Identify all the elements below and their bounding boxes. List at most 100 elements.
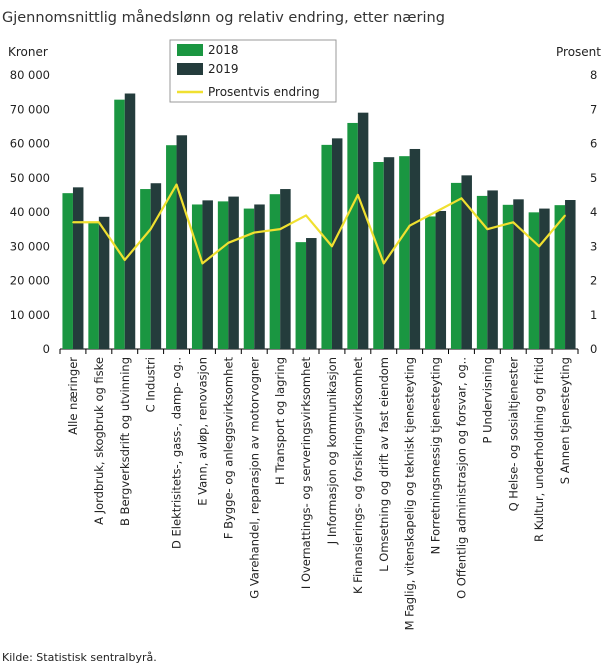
bar-2019: [72, 187, 84, 349]
bar-2019: [409, 148, 421, 349]
left-y-tick-label: 80 000: [10, 68, 50, 82]
bar-2019: [124, 93, 136, 349]
bar-2019: [357, 112, 369, 349]
bar-2018: [347, 122, 358, 349]
percent-change-point: [460, 197, 463, 200]
bar-2019: [487, 190, 498, 349]
bar-2018: [269, 194, 281, 349]
chart-title: Gjennomsnittlig månedslønn og relativ en…: [2, 9, 445, 26]
bar-2019: [202, 200, 213, 349]
bar-2019: [228, 196, 239, 349]
category-label: N Forretningsmessig tjenesteyting: [429, 357, 443, 554]
percent-change-point: [123, 259, 126, 261]
percent-change-point: [98, 221, 100, 224]
left-y-tick-label: 30 000: [10, 239, 50, 253]
right-y-tick-label: 7: [590, 102, 597, 116]
left-y-tick-label: 40 000: [10, 205, 50, 219]
percent-change-point: [279, 228, 281, 230]
percent-change-point: [564, 214, 566, 217]
category-label: D Elektrisitets-, gass-, damp- og..: [170, 357, 184, 549]
left-axis-unit-label: Kroner: [8, 45, 48, 59]
category-label: K Finansierings- og forsikringsvirksomhe…: [351, 357, 365, 594]
category-label: Alle næringer: [66, 357, 80, 435]
right-axis-unit-label: Prosent: [556, 45, 601, 59]
category-label: M Faglig, vitenskapelig og teknisk tjene…: [403, 357, 417, 630]
bar-2018: [502, 204, 514, 349]
bars: [62, 93, 576, 349]
bar-2018: [166, 145, 177, 349]
legend-label-2018: 2018: [208, 43, 239, 57]
bar-2019: [461, 175, 472, 349]
percent-change-point: [434, 211, 437, 213]
bar-2018: [321, 144, 332, 349]
bar-2018: [191, 204, 203, 349]
percent-change-point: [538, 245, 540, 248]
percent-change-line: [72, 183, 566, 265]
percent-change-point: [512, 221, 515, 224]
bar-2019: [98, 216, 110, 349]
left-y-tick-label: 50 000: [10, 171, 50, 185]
axes: 0 10 000 20 000 30 000 40 000 50 000 60 000 70 …: [10, 68, 598, 356]
bar-2019: [150, 183, 162, 349]
legend: 2018 2019 Prosentvis endring: [169, 39, 337, 103]
category-label: C Industri: [144, 357, 158, 412]
category-label: I Overnattings- og serveringsvirksomhet: [299, 357, 313, 590]
percent-change-point: [486, 228, 489, 230]
bar-2018: [62, 193, 73, 349]
bar-2018: [476, 195, 488, 349]
right-y-tick-label: 3: [590, 239, 597, 253]
category-label: S Annen tjenesteyting: [558, 357, 572, 484]
category-label: J Informasjon og kommunikasjon: [325, 357, 339, 545]
category-label: P Undervisning: [480, 357, 494, 443]
percent-change-polyline: [72, 183, 566, 265]
right-y-tick-label: 8: [590, 68, 597, 82]
bar-2018: [399, 156, 410, 349]
bar-2018: [425, 216, 436, 349]
bar-2018: [140, 189, 151, 349]
category-label: G Varehandel, reparasjon av motorvogner: [247, 357, 261, 599]
bar-2019: [331, 138, 343, 349]
bar-2019: [176, 135, 188, 349]
left-y-tick-label: 20 000: [10, 274, 50, 288]
bar-2019: [280, 189, 291, 349]
right-y-tick-label: 0: [590, 342, 597, 356]
left-y-tick-label: 70 000: [10, 102, 50, 116]
bar-2019: [254, 204, 265, 349]
category-label: O Offentlig administrasjon og forsvar, o…: [454, 357, 468, 599]
percent-change-point: [253, 231, 256, 234]
percent-change-point: [357, 194, 359, 196]
category-label: E Vann, avløp, renovasjon: [195, 357, 209, 506]
category-label: B Bergverksdrift og utvinning: [118, 357, 132, 526]
percent-change-point: [72, 221, 74, 224]
category-labels: Alle næringer A Jordbruk, skogbruk og fis…: [66, 357, 572, 631]
legend-swatch-2018: [177, 44, 203, 56]
bar-2019: [383, 157, 395, 349]
legend-label-line: Prosentvis endring: [208, 85, 320, 99]
percent-change-point: [331, 245, 333, 248]
bar-2018: [217, 201, 229, 349]
bar-2018: [450, 182, 462, 349]
left-y-tick-label: 0: [43, 342, 50, 356]
bar-2019: [565, 200, 576, 349]
bar-2019: [513, 199, 524, 349]
bar-2018: [114, 99, 125, 349]
category-label: R Kultur, underholdning og fritid: [532, 357, 546, 542]
bar-2018: [295, 242, 307, 349]
right-y-tick-label: 6: [590, 137, 597, 151]
right-y-tick-label: 1: [590, 308, 597, 322]
percent-change-point: [201, 262, 204, 265]
bar-2019: [435, 210, 447, 349]
bar-2019: [539, 208, 550, 349]
percent-change-point: [305, 214, 307, 217]
right-y-tick-label: 5: [590, 171, 597, 185]
category-label: L Omsetning og drift av fast eiendom: [377, 357, 391, 572]
category-label: F Bygge- og anleggsvirksomhet: [221, 357, 235, 540]
source-note: Kilde: Statistisk sentralbyrå.: [2, 651, 157, 664]
percent-change-point: [408, 224, 411, 227]
bar-2018: [243, 208, 255, 349]
category-label: H Transport og lagring: [273, 357, 287, 485]
left-y-tick-label: 10 000: [10, 308, 50, 322]
percent-change-point: [227, 242, 230, 244]
category-label: Q Helse- og sosialtjenester: [506, 357, 520, 512]
